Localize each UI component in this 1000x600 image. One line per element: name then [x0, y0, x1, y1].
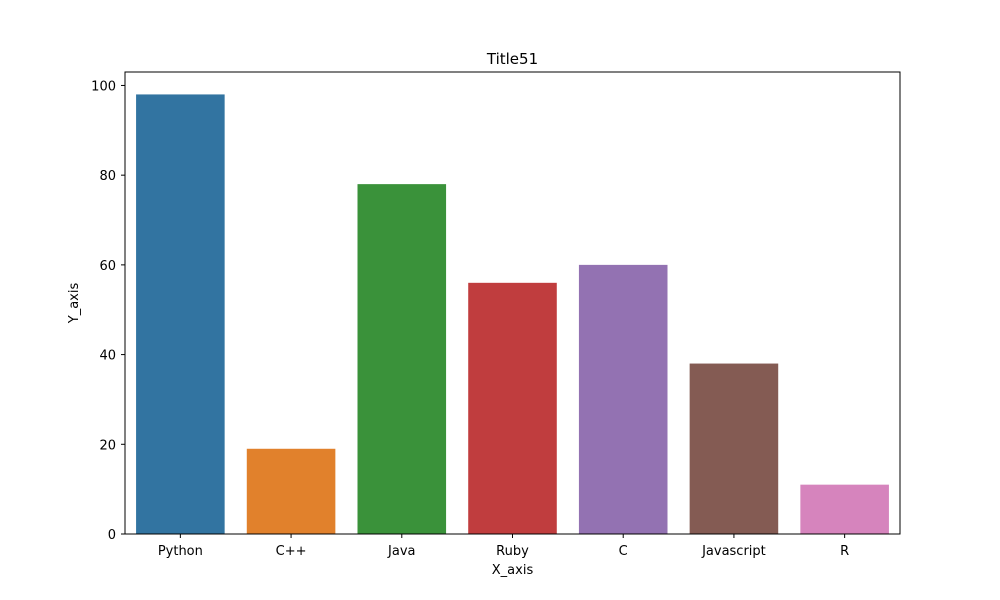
x-axis-label: X_axis	[492, 563, 534, 578]
x-tick-label: Javascript	[701, 544, 766, 559]
bar-python	[136, 94, 225, 534]
bar-ruby	[468, 282, 557, 534]
x-tick-label: C++	[276, 544, 307, 559]
y-tick-label: 100	[91, 79, 116, 94]
y-tick-label: 60	[99, 259, 116, 274]
y-tick-label: 40	[99, 349, 116, 364]
bar-cplusplus	[246, 448, 336, 534]
x-tick-label: R	[840, 544, 849, 559]
x-axis-ticks: Python C++ Java Ruby C Javascript R	[158, 534, 849, 559]
y-axis-ticks: 0 20 40 60 80 100	[91, 79, 125, 543]
y-tick-label: 80	[99, 169, 116, 184]
x-tick-label: Ruby	[496, 544, 529, 559]
plot-frame	[124, 71, 901, 535]
y-tick-label: 20	[99, 438, 116, 453]
bar-java	[357, 184, 447, 534]
bars-group	[136, 94, 889, 534]
bar-javascript	[689, 363, 779, 534]
bar-c	[578, 264, 668, 534]
x-tick-label: Java	[387, 544, 415, 559]
x-tick-label: Python	[158, 544, 203, 559]
y-tick-label: 0	[108, 528, 116, 543]
x-tick-label: C	[619, 544, 628, 559]
chart-title: Title51	[486, 50, 538, 68]
y-axis-label: Y_axis	[67, 283, 82, 325]
bar-r	[800, 484, 889, 534]
